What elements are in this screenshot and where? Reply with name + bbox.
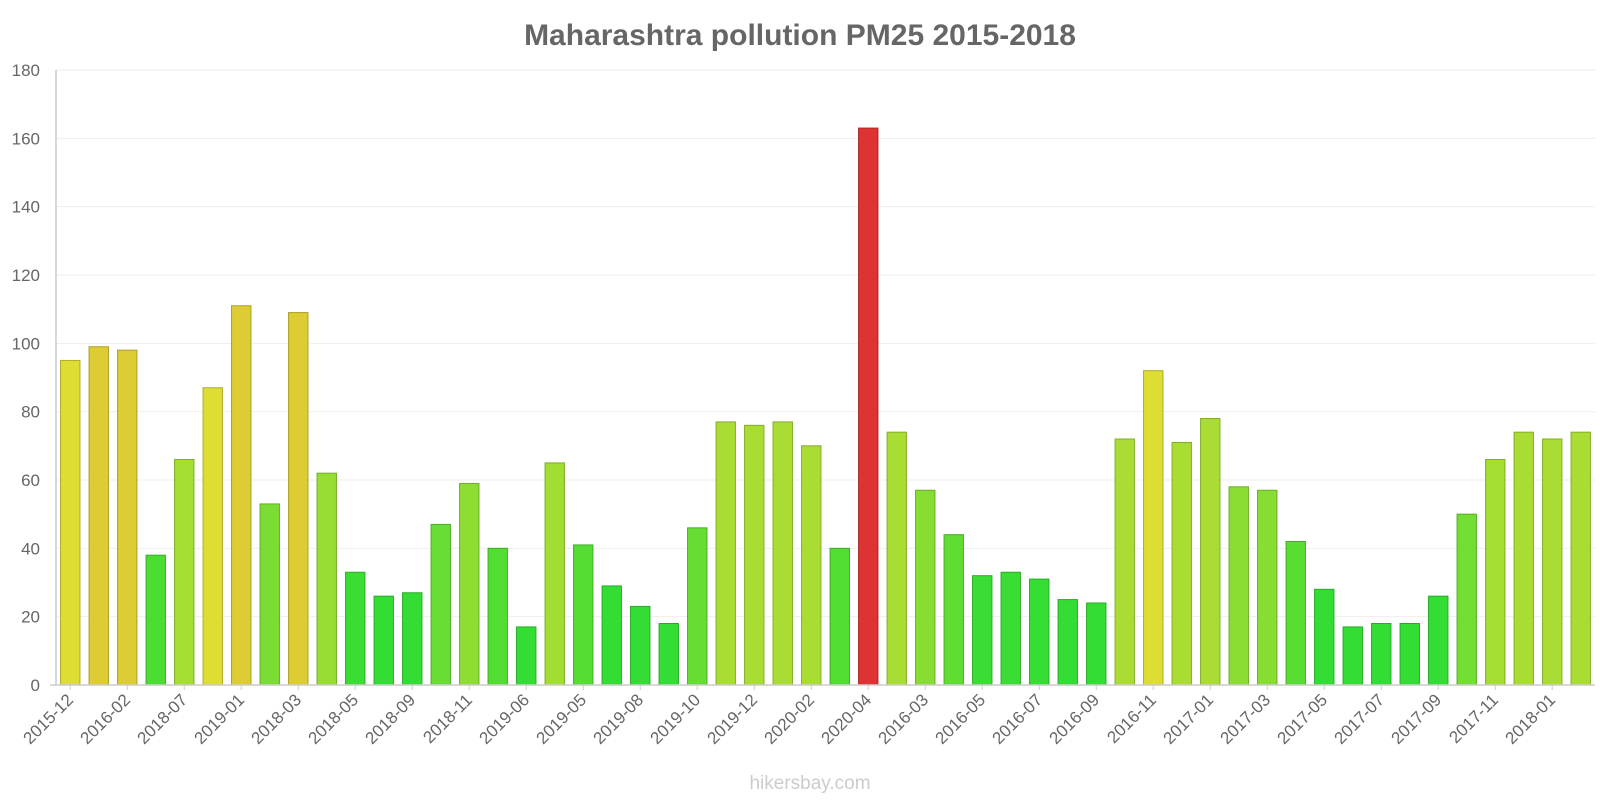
bars — [60, 127, 1591, 686]
bar[interactable] — [1200, 418, 1221, 686]
bar[interactable] — [373, 595, 394, 686]
footer-watermark: hikersbay.com — [749, 773, 870, 794]
bar[interactable] — [487, 547, 508, 686]
x-tick-label: 2019-06 — [476, 690, 534, 748]
x-tick-label: 2020-04 — [818, 690, 876, 748]
y-tick-label: 80 — [21, 403, 40, 422]
x-tick-label: 2016-07 — [989, 690, 1047, 748]
bar[interactable] — [715, 421, 736, 686]
x-tick-label: 2016-03 — [875, 690, 933, 748]
y-tick-label: 100 — [12, 334, 40, 353]
y-tick-label: 180 — [12, 61, 40, 80]
x-tick-label: 2019-05 — [533, 690, 591, 748]
bar[interactable] — [1485, 459, 1506, 686]
bar[interactable] — [687, 527, 708, 686]
x-tick-label: 2019-08 — [590, 690, 648, 748]
x-axis: 2015-12 2016-02 2018-07 2019-01 2018-03 2018-… — [20, 684, 1595, 748]
bar[interactable] — [1057, 599, 1078, 686]
x-tick-label: 2020-02 — [761, 690, 819, 748]
bar[interactable] — [573, 544, 594, 686]
bar[interactable] — [174, 459, 195, 686]
bar[interactable] — [801, 445, 822, 686]
x-tick-label: 2016-09 — [1046, 690, 1104, 748]
x-tick-label: 2016-11 — [1103, 690, 1160, 747]
y-tick-label: 40 — [21, 539, 40, 558]
bar[interactable] — [1399, 623, 1420, 686]
x-tick-label: 2016-05 — [932, 690, 990, 748]
chart-title: Maharashtra pollution PM25 2015-2018 — [524, 19, 1076, 52]
bar[interactable] — [601, 585, 622, 686]
bar[interactable] — [972, 575, 993, 686]
bar[interactable] — [60, 359, 81, 686]
x-tick-label: 2018-05 — [305, 690, 363, 748]
bar[interactable] — [858, 127, 879, 686]
bar[interactable] — [544, 462, 565, 686]
x-tick-label: 2017-03 — [1217, 690, 1275, 748]
bar[interactable] — [915, 489, 936, 686]
x-tick-label: 2018-01 — [1502, 690, 1560, 748]
bar[interactable] — [1314, 588, 1335, 686]
bar[interactable] — [772, 421, 793, 686]
x-tick-label: 2018-07 — [134, 690, 192, 748]
x-tick-label: 2016-02 — [77, 690, 135, 748]
bar[interactable] — [886, 431, 907, 686]
bar[interactable] — [744, 424, 765, 686]
bar[interactable] — [202, 387, 223, 686]
bar[interactable] — [88, 346, 109, 686]
bar[interactable] — [259, 503, 280, 686]
y-tick-label: 0 — [31, 676, 40, 695]
bar[interactable] — [1257, 489, 1278, 686]
y-tick-label: 120 — [12, 266, 40, 285]
x-tick-label: 2017-07 — [1331, 690, 1389, 748]
bar[interactable] — [1570, 431, 1591, 686]
x-tick-label: 2017-05 — [1274, 690, 1332, 748]
y-tick-label: 20 — [21, 608, 40, 627]
bar[interactable] — [943, 534, 964, 686]
x-tick-label: 2018-11 — [419, 690, 476, 747]
y-tick-label: 60 — [21, 471, 40, 490]
bar[interactable] — [1542, 438, 1563, 686]
x-tick-label: 2019-12 — [704, 690, 762, 748]
y-tick-label: 140 — [12, 198, 40, 217]
bar[interactable] — [316, 472, 337, 686]
x-tick-label: 2015-12 — [20, 690, 78, 748]
bar[interactable] — [231, 305, 252, 686]
grid-lines — [56, 69, 1595, 618]
bar[interactable] — [516, 626, 537, 686]
bar[interactable] — [1114, 438, 1135, 686]
bar[interactable] — [288, 312, 309, 686]
bar[interactable] — [1456, 513, 1477, 686]
x-tick-label: 2018-03 — [248, 690, 306, 748]
y-axis: 0 20 40 60 80 100 120 140 160 180 — [12, 61, 57, 695]
bar[interactable] — [829, 547, 850, 686]
bar[interactable] — [1086, 602, 1107, 686]
bar[interactable] — [430, 523, 451, 686]
bar[interactable] — [658, 623, 679, 686]
x-tick-label: 2017-01 — [1160, 690, 1218, 748]
bar[interactable] — [459, 482, 480, 686]
bar[interactable] — [1000, 571, 1021, 686]
x-tick-label: 2019-10 — [647, 690, 705, 748]
x-tick-label: 2019-01 — [191, 690, 249, 748]
x-tick-label: 2017-09 — [1388, 690, 1446, 748]
bar[interactable] — [1228, 486, 1249, 686]
bar[interactable] — [1143, 370, 1164, 686]
bar[interactable] — [1171, 441, 1192, 686]
x-tick-label: 2017-11 — [1445, 690, 1502, 747]
bar[interactable] — [1342, 626, 1363, 686]
bar[interactable] — [1428, 595, 1449, 686]
bar[interactable] — [145, 554, 166, 686]
bar[interactable] — [117, 349, 138, 686]
bar[interactable] — [1513, 431, 1534, 686]
bar[interactable] — [630, 605, 651, 686]
x-tick-label: 2018-09 — [362, 690, 420, 748]
y-tick-label: 160 — [12, 129, 40, 148]
bar[interactable] — [345, 571, 366, 686]
bar[interactable] — [1285, 541, 1306, 686]
bar[interactable] — [1371, 623, 1392, 686]
bar[interactable] — [1029, 578, 1050, 686]
bar[interactable] — [402, 592, 423, 686]
